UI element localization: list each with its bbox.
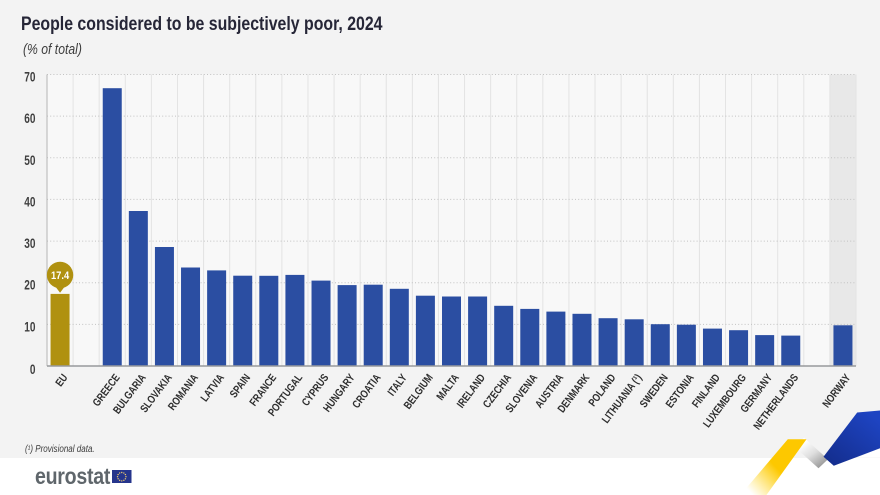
svg-text:SPAIN: SPAIN [228, 372, 253, 400]
svg-text:70: 70 [24, 69, 35, 85]
svg-text:60: 60 [24, 111, 35, 127]
svg-text:ITALY: ITALY [386, 372, 410, 399]
svg-text:10: 10 [24, 319, 35, 335]
svg-text:EU: EU [54, 372, 71, 389]
svg-text:50: 50 [24, 152, 35, 168]
svg-text:40: 40 [24, 194, 35, 210]
svg-text:0: 0 [30, 362, 36, 378]
svg-text:LATVIA: LATVIA [199, 372, 227, 404]
svg-text:20: 20 [24, 277, 35, 293]
svg-text:30: 30 [24, 235, 35, 251]
svg-text:17.4: 17.4 [51, 270, 69, 282]
